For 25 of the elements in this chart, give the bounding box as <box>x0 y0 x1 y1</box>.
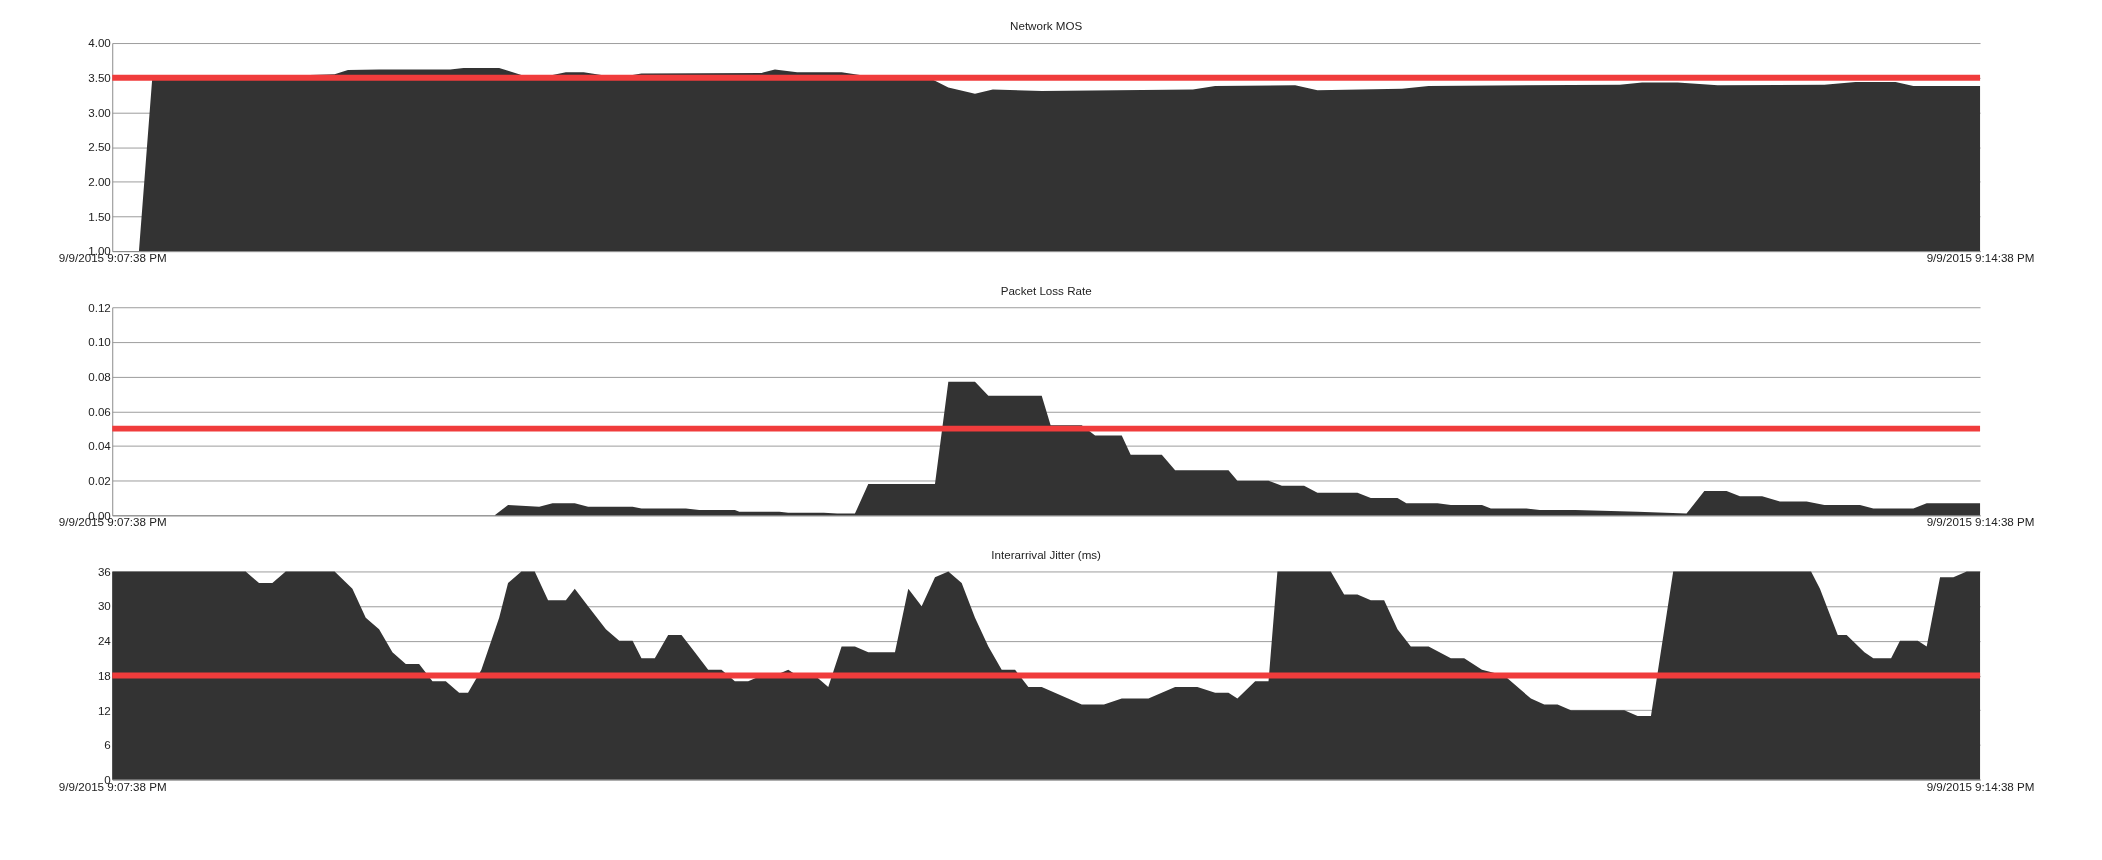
x-tick-label: 9/9/2015 9:14:38 PM <box>1926 251 2035 265</box>
y-tick-label: 0.10 <box>88 335 111 349</box>
y-tick-label: 0.12 <box>88 300 111 314</box>
y-tick-label: 0.08 <box>88 369 111 383</box>
y-tick-label: 0.04 <box>88 439 112 453</box>
y-tick-label: 0.02 <box>88 474 111 487</box>
y-tick-label: 2.00 <box>88 175 111 189</box>
x-tick-label: 9/9/2015 9:14:38 PM <box>1926 515 2035 529</box>
y-tick-label: 3.00 <box>88 105 111 119</box>
y-tick-label: 1.50 <box>88 209 111 223</box>
chart-title: Packet Loss Rate <box>1000 283 1092 297</box>
x-tick-label: 9/9/2015 9:14:38 PM <box>1926 779 2035 793</box>
y-tick-label: 4.00 <box>88 36 111 50</box>
y-tick-label: 18 <box>97 668 111 682</box>
y-tick-label: 12 <box>97 703 111 717</box>
y-tick-label: 24 <box>97 634 112 648</box>
y-tick-label: 6 <box>104 738 111 752</box>
chart-title: Interarrival Jitter (ms) <box>991 547 1102 561</box>
y-tick-label: 0.06 <box>88 404 111 418</box>
y-tick-label: 0 <box>104 772 111 786</box>
y-tick-label: 30 <box>97 599 111 613</box>
y-tick-label: 3.50 <box>88 71 111 85</box>
chart-title: Network MOS <box>1010 19 1083 33</box>
y-tick-label: 36 <box>97 564 111 578</box>
y-tick-label: 2.50 <box>88 140 111 154</box>
